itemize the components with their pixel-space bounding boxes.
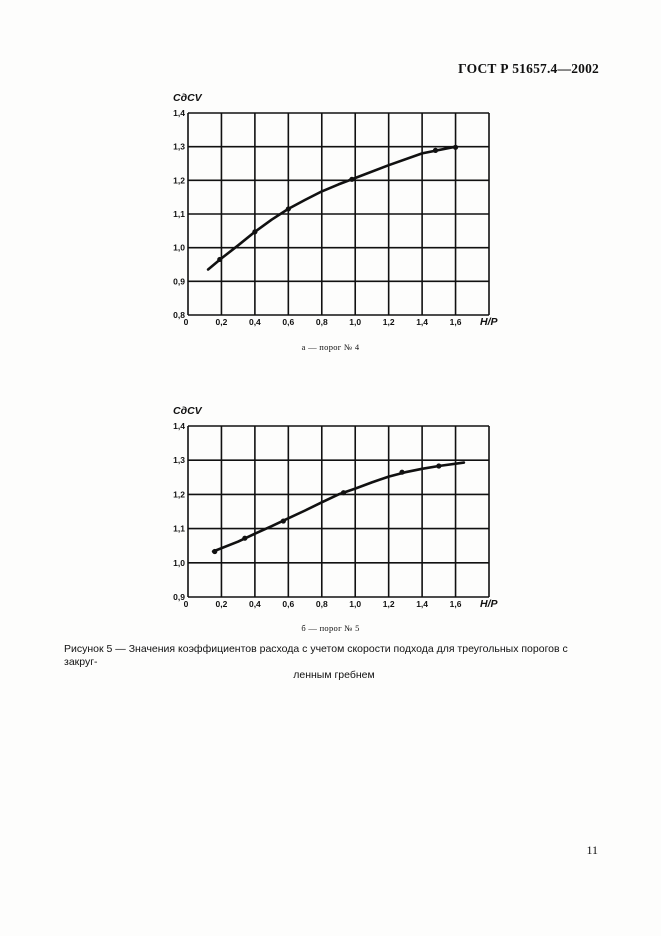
data-point (399, 469, 405, 475)
data-point (212, 548, 218, 555)
x-axis-label: H/P (480, 598, 499, 610)
x-tick-label: 1,4 (416, 317, 428, 327)
series-line (211, 461, 466, 553)
figure-caption-line-1: Рисунок 5 — Значения коэффициентов расхо… (64, 643, 568, 668)
x-tick-label: 0,6 (282, 317, 294, 327)
y-axis-label: CдCV (173, 405, 203, 417)
data-point (436, 463, 442, 469)
x-tick-label: 1,0 (349, 599, 361, 609)
y-tick-label: 1,4 (173, 421, 185, 431)
x-axis-label: H/P (480, 316, 499, 328)
x-tick-label: 0,8 (316, 599, 328, 609)
chart-a-caption: а — порог № 4 (301, 342, 360, 352)
y-tick-label: 1,0 (173, 558, 185, 568)
y-tick-label: 1,1 (173, 524, 185, 534)
page-number: 11 (586, 843, 598, 857)
x-tick-label: 0,2 (216, 599, 228, 609)
series-line (206, 145, 457, 271)
y-tick-label: 1,0 (173, 243, 185, 253)
data-point (285, 206, 291, 212)
x-tick-label: 0 (184, 599, 189, 609)
data-point (280, 518, 286, 524)
x-tick-label: 0,4 (249, 317, 261, 327)
x-tick-label: 1,0 (349, 317, 361, 327)
y-tick-label: 1,1 (173, 209, 185, 219)
y-tick-label: 0,9 (173, 592, 185, 602)
chart-b: 0 0,2 0,4 0,6 0,8 1,0 1,2 1,4 1,6 0,9 1,0 1,1 1,2 1,3… (173, 405, 499, 610)
data-point (252, 229, 258, 235)
x-tick-label: 0,6 (282, 599, 294, 609)
data-point (242, 535, 248, 541)
data-point (217, 256, 223, 263)
y-tick-label: 1,3 (173, 455, 185, 465)
y-tick-label: 1,2 (173, 175, 185, 185)
x-tick-label: 0,4 (249, 599, 261, 609)
x-tick-label: 1,2 (383, 599, 395, 609)
data-point (349, 176, 355, 182)
x-tick-label: 1,6 (450, 317, 462, 327)
y-tick-label: 0,8 (173, 310, 185, 320)
x-tick-label: 0 (184, 317, 189, 327)
x-tick-label: 1,4 (416, 599, 428, 609)
chart-a: 0 0,2 0,4 0,6 0,8 1,0 1,2 1,4 1,6 0,8 0,9 1,0 1,1 1,2… (173, 92, 499, 328)
x-tick-label: 1,2 (383, 317, 395, 327)
figure-caption: Рисунок 5 — Значения коэффициентов расхо… (64, 643, 604, 682)
x-tick-label: 0,8 (316, 317, 328, 327)
y-tick-label: 1,2 (173, 489, 185, 499)
y-tick-label: 1,3 (173, 142, 185, 152)
data-point (452, 144, 459, 150)
x-tick-label: 0,2 (216, 317, 228, 327)
y-tick-label: 1,4 (173, 108, 185, 118)
x-tick-label: 1,6 (450, 599, 462, 609)
data-point (432, 147, 439, 153)
y-tick-label: 0,9 (173, 276, 185, 286)
y-axis-label: CдCV (173, 92, 203, 104)
chart-b-caption: б — порог № 5 (301, 623, 360, 633)
data-point (340, 490, 347, 496)
document-number: ГОСТ Р 51657.4—2002 (458, 61, 599, 76)
figure-caption-line-2: ленным гребнем (293, 669, 375, 681)
